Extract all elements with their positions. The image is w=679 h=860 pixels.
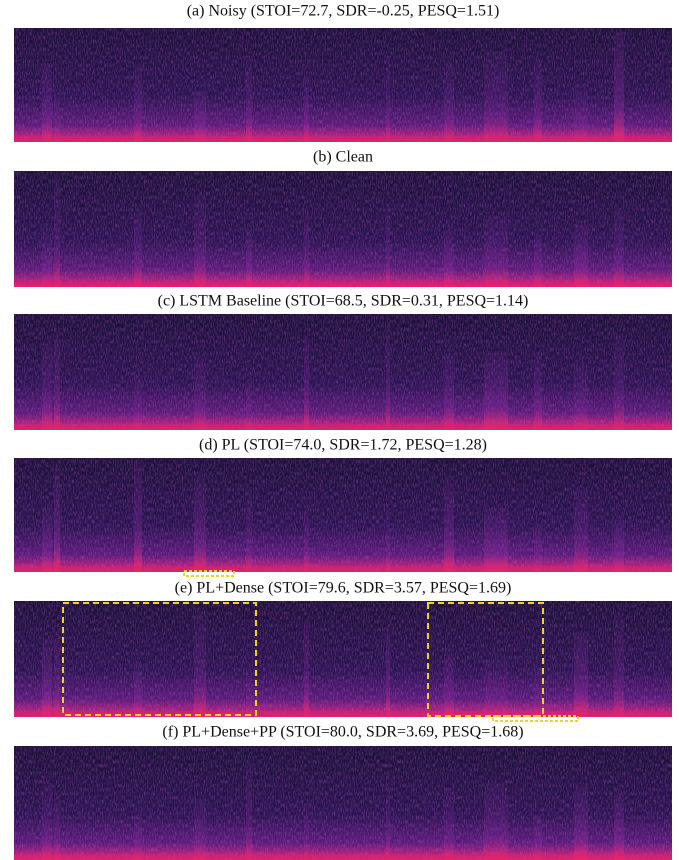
spectrogram-streak <box>614 612 624 717</box>
spectrogram <box>14 314 672 430</box>
spectrogram-streak <box>304 77 309 142</box>
spectrogram-streak <box>386 625 390 717</box>
highlight-box <box>493 716 578 721</box>
panel-caption: (a) Noisy (STOI=72.7, SDR=-0.25, PESQ=1.… <box>187 3 500 20</box>
spectrogram-streak <box>54 331 60 430</box>
spectrogram-streak <box>534 352 542 430</box>
spectrogram-streak <box>246 760 252 860</box>
spectrogram-streak <box>534 58 542 142</box>
spectrogram-streak <box>614 332 624 430</box>
spectrogram-streak <box>386 772 390 860</box>
spectrogram-streak <box>386 317 390 430</box>
spectrogram <box>14 601 672 717</box>
spectrogram-floor <box>14 136 672 142</box>
spectrogram-streak <box>54 468 60 572</box>
spectrogram-streak <box>534 526 542 572</box>
spectrogram-streak <box>194 91 206 142</box>
spectrogram-grain <box>14 746 672 860</box>
spectrogram-streak <box>484 50 508 142</box>
spectrogram-streak <box>246 229 252 287</box>
spectrogram-streak <box>574 633 588 717</box>
spectrogram <box>14 746 672 860</box>
spectrogram-streak <box>614 791 624 860</box>
spectrogram-streak <box>614 520 624 572</box>
spectrogram-streak <box>42 781 52 860</box>
spectrogram-streak <box>246 488 252 572</box>
spectrogram-floor <box>14 854 672 860</box>
spectrogram <box>14 171 672 287</box>
spectrogram-grain <box>14 171 672 287</box>
spectrogram-streak <box>194 799 206 860</box>
spectrogram-streak <box>194 608 206 717</box>
spectrogram <box>14 28 672 142</box>
spectrogram-grain <box>14 601 672 717</box>
spectrogram-streak <box>574 365 588 430</box>
spectrogram-streak <box>444 353 454 430</box>
spectrogram-streak <box>386 512 390 572</box>
spectrogram-streak <box>134 66 142 142</box>
spectrogram-grain <box>14 314 672 430</box>
spectrogram-streak <box>42 63 52 142</box>
highlight-box <box>184 571 234 576</box>
spectrogram-streak <box>444 479 454 572</box>
spectrogram-streak <box>134 810 142 860</box>
spectrogram-floor <box>14 424 672 430</box>
spectrogram-streak <box>246 669 252 717</box>
spectrogram-streak <box>484 353 508 430</box>
spectrogram-streak <box>54 174 60 287</box>
spectrogram-streak <box>134 211 142 287</box>
spectrogram-streak <box>134 374 142 430</box>
spectrogram-streak <box>444 655 454 717</box>
spectrogram-streak <box>574 84 588 142</box>
spectrogram-streak <box>194 475 206 572</box>
spectrogram-streak <box>534 665 542 717</box>
spectrogram-floor <box>14 281 672 287</box>
spectrogram-streak <box>534 814 542 860</box>
spectrogram-streak <box>42 508 52 572</box>
spectrogram-grain <box>14 458 672 572</box>
spectrogram-streak <box>194 194 206 287</box>
spectrogram-streak <box>42 342 52 430</box>
spectrogram-streak <box>304 210 309 287</box>
spectrogram-streak <box>54 795 60 860</box>
spectrogram-streak <box>534 235 542 287</box>
spectrogram-streak <box>54 89 60 142</box>
panel-caption: (d) PL (STOI=74.0, SDR=1.72, PESQ=1.28) <box>199 437 487 454</box>
spectrogram-streak <box>194 352 206 430</box>
spectrogram-streak <box>444 230 454 287</box>
spectrogram-streak <box>574 486 588 572</box>
panel-caption: (b) Clean <box>313 149 373 166</box>
spectrogram-grain <box>14 28 672 142</box>
spectrogram-streak <box>134 463 142 572</box>
spectrogram-streak <box>304 621 309 717</box>
spectrogram-streak <box>574 224 588 287</box>
spectrogram-streak <box>42 232 52 287</box>
spectrogram-streak <box>246 56 252 142</box>
spectrogram-streak <box>484 782 508 860</box>
spectrogram-streak <box>386 51 390 142</box>
spectrogram-streak <box>134 662 142 717</box>
panels: (a) Noisy (STOI=72.7, SDR=-0.25, PESQ=1.… <box>14 3 672 860</box>
panel-caption: (c) LSTM Baseline (STOI=68.5, SDR=0.31, … <box>158 293 529 310</box>
spectrogram-floor <box>14 566 672 572</box>
spectrogram <box>14 458 672 572</box>
spectrogram-streak <box>54 630 60 717</box>
spectrogram-streak <box>42 639 52 717</box>
figure: (a) Noisy (STOI=72.7, SDR=-0.25, PESQ=1.… <box>0 0 679 860</box>
spectrogram-streak <box>304 336 309 430</box>
spectrogram-streak <box>484 216 508 287</box>
panel-caption: (f) PL+Dense+PP (STOI=80.0, SDR=3.69, PE… <box>162 724 523 741</box>
spectrogram-streak <box>444 787 454 860</box>
spectrogram-streak <box>444 62 454 142</box>
spectrogram-streak <box>614 32 624 142</box>
panel-caption: (e) PL+Dense (STOI=79.6, SDR=3.57, PESQ=… <box>175 580 512 597</box>
spectrogram-streak <box>304 803 309 860</box>
spectrogram-streak <box>304 504 309 572</box>
spectrogram-streak <box>574 784 588 860</box>
spectrogram-streak <box>614 208 624 287</box>
spectrogram-streak <box>386 203 390 287</box>
spectrogram-streak <box>484 508 508 572</box>
spectrogram-streak <box>246 380 252 430</box>
spectrogram-streak <box>484 659 508 717</box>
